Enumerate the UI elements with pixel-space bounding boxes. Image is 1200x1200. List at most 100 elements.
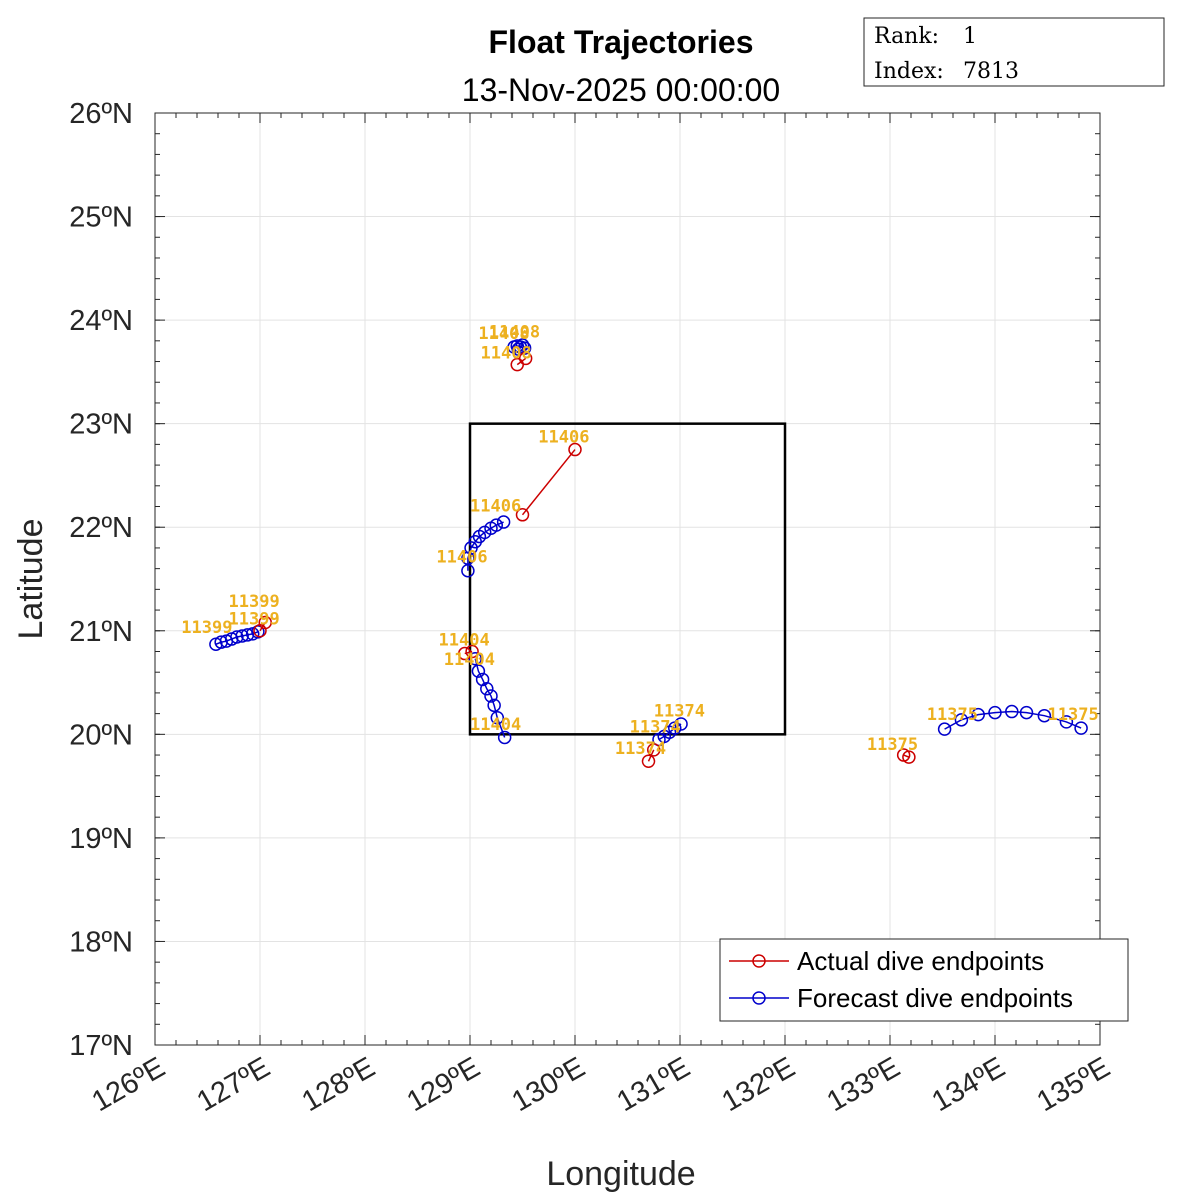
y-tick-label: 26ºN	[69, 98, 133, 130]
actual-endpoint-marker	[518, 351, 533, 366]
axes-background	[155, 113, 1100, 1045]
forecast-endpoint-marker	[484, 689, 498, 703]
float-id-label: 11375	[867, 735, 918, 755]
float-id-label: 11404	[444, 650, 495, 670]
region-box	[468, 422, 787, 736]
actual-track-line	[521, 449, 576, 516]
actual-endpoint-marker	[902, 750, 916, 764]
forecast-endpoint-marker	[1019, 705, 1034, 720]
forecast-endpoint-marker	[988, 705, 1002, 720]
legend-actual-marker	[752, 954, 766, 968]
forecast-track-11375	[937, 704, 1088, 736]
y-tick-label: 21ºN	[69, 616, 133, 648]
actual-endpoint-marker	[641, 754, 656, 769]
y-tick-label: 24ºN	[69, 305, 133, 337]
float-id-label: 11404	[439, 630, 490, 650]
legend-frame	[719, 938, 1129, 1022]
float-id-label: 11399	[181, 618, 232, 638]
legend-forecast-label: Forecast dive endpoints	[797, 983, 1073, 1013]
actual-track-11399	[253, 615, 272, 638]
float-id-label: 11375	[927, 705, 978, 725]
forecast-endpoint-marker	[971, 707, 985, 722]
actual-track-line	[903, 754, 910, 758]
actual-track-11404	[458, 644, 479, 661]
float-labels: 1139911399113991140611406114061140811408…	[181, 323, 1098, 759]
actual-track-11374	[641, 743, 661, 769]
forecast-endpoint-marker	[235, 629, 249, 643]
y-tick-label: 19ºN	[69, 823, 133, 855]
tracks	[209, 338, 1088, 769]
forecast-endpoint-marker	[468, 651, 482, 666]
forecast-endpoint-marker	[674, 717, 688, 731]
legend-forecast-marker	[752, 991, 766, 1005]
float-id-label: 11406	[470, 497, 521, 517]
forecast-endpoint-marker	[471, 664, 486, 678]
y-tick-label: 20ºN	[69, 719, 133, 751]
forecast-endpoint-marker	[1059, 715, 1074, 729]
float-id-label: 11408	[489, 323, 540, 343]
forecast-endpoint-marker	[1037, 708, 1052, 723]
plot-area: 1139911399113991140611406114061140811408…	[154, 112, 1101, 1046]
float-id-label: 11408	[481, 343, 532, 363]
float-id-label: 11374	[615, 739, 666, 759]
float-id-label: 11408	[478, 324, 529, 344]
actual-endpoint-marker	[647, 743, 661, 757]
rank-label: Rank:	[874, 24, 939, 49]
index-value: 7813	[963, 59, 1019, 84]
forecast-endpoint-marker	[497, 730, 512, 745]
y-tick-label: 22ºN	[69, 512, 133, 544]
actual-endpoint-marker	[515, 508, 530, 522]
forecast-endpoint-marker	[487, 698, 501, 713]
forecast-track-line	[474, 658, 506, 738]
forecast-endpoint-marker	[511, 342, 526, 356]
chart-subtitle: 13-Nov-2025 00:00:00	[462, 72, 780, 108]
x-axis-label: Longitude	[546, 1155, 695, 1193]
forecast-endpoint-marker	[517, 341, 532, 355]
actual-endpoint-marker	[258, 615, 272, 630]
float-id-label: 11374	[630, 717, 681, 737]
legend: Actual dive endpoints Forecast dive endp…	[719, 938, 1129, 1022]
forecast-endpoint-marker	[480, 682, 494, 696]
rank-value: 1	[963, 24, 977, 49]
y-tick-label: 25ºN	[69, 202, 133, 234]
axes-frame	[154, 112, 1101, 1046]
info-box-frame	[863, 17, 1165, 87]
forecast-track-11404	[468, 651, 512, 745]
y-axis-label: Latitude	[12, 519, 50, 640]
forecast-endpoint-marker	[496, 515, 511, 529]
float-id-label: 11399	[229, 610, 280, 630]
info-box: Rank: 1 Index: 7813	[863, 17, 1165, 87]
float-id-label: 11399	[229, 592, 280, 612]
actual-track-11408	[510, 351, 533, 372]
forecast-endpoint-marker	[230, 630, 244, 644]
forecast-endpoint-marker	[937, 722, 952, 736]
forecast-endpoint-marker	[1005, 704, 1019, 719]
forecast-track-11406	[461, 515, 511, 578]
y-tick-label: 18ºN	[69, 926, 133, 958]
float-id-label: 11406	[436, 547, 487, 567]
float-id-label: 11374	[654, 702, 705, 722]
forecast-track-11374	[652, 717, 688, 747]
index-label: Index:	[874, 59, 944, 84]
y-tick-label: 17ºN	[69, 1030, 133, 1062]
actual-track-11375	[896, 748, 916, 764]
forecast-endpoint-marker	[490, 711, 505, 725]
forecast-endpoint-marker	[1074, 721, 1088, 735]
chart-title: Float Trajectories	[489, 24, 754, 60]
actual-endpoint-marker	[465, 644, 479, 659]
float-id-label: 11404	[470, 715, 521, 735]
float-id-label: 11375	[1048, 705, 1099, 725]
actual-endpoint-marker	[568, 442, 582, 457]
y-tick-labels: 17ºN 18ºN 19ºN 20ºN 21ºN 22ºN 23ºN 24ºN 25ºN 26ºN	[69, 98, 133, 1062]
minor-ticks	[154, 112, 1101, 1046]
legend-actual-label: Actual dive endpoints	[797, 946, 1044, 976]
forecast-track-11408	[507, 338, 532, 356]
actual-track-line	[516, 357, 527, 366]
actual-endpoint-marker	[458, 646, 472, 661]
y-tick-label: 23ºN	[69, 409, 133, 441]
forecast-endpoint-marker	[515, 338, 530, 352]
float-id-label: 11406	[538, 427, 589, 447]
actual-track-line	[259, 622, 266, 632]
forecast-endpoint-marker	[461, 563, 475, 578]
